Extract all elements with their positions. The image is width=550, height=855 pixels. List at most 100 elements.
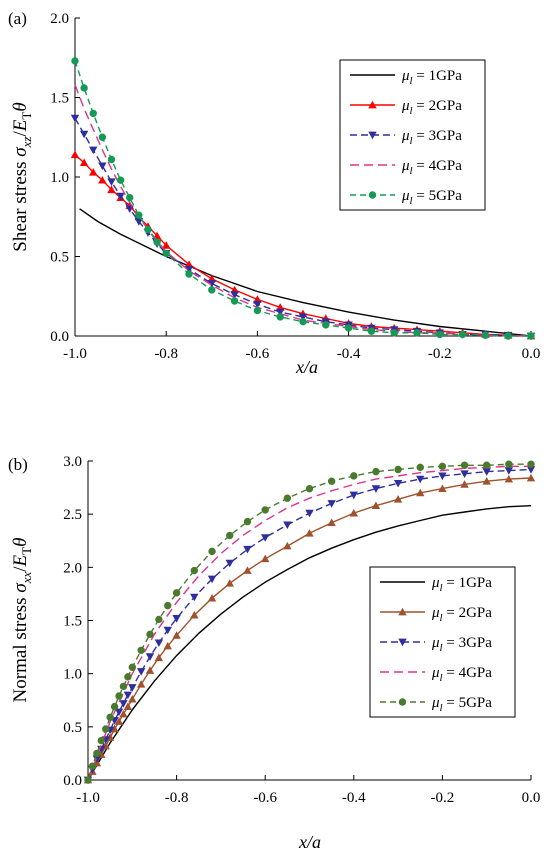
data-point [102, 725, 110, 733]
legend-marker [398, 698, 407, 706]
data-point [124, 673, 132, 681]
data-point [413, 329, 421, 337]
data-point [107, 178, 116, 186]
x-axis-label: x/a [295, 357, 318, 377]
data-point [107, 185, 116, 194]
data-point [299, 317, 307, 326]
data-point [137, 646, 145, 654]
data-point [163, 626, 172, 635]
data-point [162, 241, 171, 249]
data-point [504, 332, 512, 340]
x-tick-label: -0.6 [253, 790, 277, 806]
data-point [84, 776, 92, 784]
legend-label: μl = 1GPa [401, 68, 462, 87]
data-point [367, 327, 376, 335]
data-point [438, 472, 447, 481]
y-tick-label: 1.5 [63, 614, 82, 630]
data-point [145, 653, 155, 661]
data-point [89, 109, 97, 118]
series-line [87, 463, 531, 781]
data-point [460, 480, 469, 488]
y-tick-label: 2.0 [63, 560, 82, 576]
legend-label: μl = 4GPa [401, 158, 462, 177]
x-tick-label: -0.6 [246, 346, 270, 362]
data-point [155, 615, 163, 624]
data-point [298, 313, 308, 322]
legend-label: μl = 2GPa [401, 98, 462, 117]
x-tick-label: 0.0 [522, 790, 541, 806]
data-point [327, 477, 336, 485]
data-point [128, 663, 137, 671]
data-point [128, 694, 137, 703]
y-tick-label: 0.5 [63, 720, 82, 736]
data-point [261, 534, 270, 542]
y-tick-label: 0.0 [50, 329, 69, 345]
data-point [153, 238, 161, 246]
data-point [393, 479, 403, 488]
data-point [136, 680, 146, 688]
data-point [253, 300, 262, 309]
data-point [134, 218, 144, 226]
data-point [79, 158, 89, 167]
legend-marker [368, 131, 377, 140]
data-point [136, 668, 146, 676]
data-point [371, 501, 381, 510]
data-point [70, 150, 80, 159]
data-point [164, 601, 172, 610]
x-tick-label: -1.0 [76, 790, 100, 806]
x-tick-label: -0.4 [342, 790, 366, 806]
data-point [482, 468, 491, 476]
data-point [146, 630, 154, 639]
x-axis-label: x/a [298, 832, 321, 852]
data-point [107, 155, 116, 164]
x-tick-label: -0.8 [165, 790, 189, 806]
data-point [184, 265, 194, 274]
y-axis-label: Normal stress σxx/ETθ [10, 538, 34, 703]
data-point [110, 724, 119, 733]
data-point [460, 470, 469, 478]
data-point [526, 473, 536, 482]
data-point [327, 500, 336, 508]
data-point [89, 146, 98, 155]
data-point [93, 749, 101, 758]
legend-marker [368, 191, 377, 199]
x-tick-label: 0.0 [522, 346, 541, 362]
data-point [481, 331, 490, 339]
data-point [71, 57, 79, 65]
data-point [128, 684, 137, 692]
data-point [276, 313, 284, 321]
data-point [393, 495, 403, 503]
data-point [225, 559, 234, 568]
data-point [145, 666, 155, 674]
data-point [283, 521, 292, 529]
data-point [89, 168, 98, 176]
data-point [253, 306, 262, 315]
series-1GPa [87, 505, 532, 781]
series-line [74, 60, 531, 337]
data-point [225, 579, 234, 587]
data-point [416, 488, 425, 497]
x-tick-label: -0.2 [431, 790, 455, 806]
x-tick-label: -1.0 [63, 346, 87, 362]
panel-b: 0.0 0.5 1.0 1.5 2.0 2.5 3.0 -1.0 -0.8 -0.6 -0.4 -0.… [8, 454, 540, 852]
series-5GPa [71, 57, 535, 340]
data-point [505, 460, 513, 468]
y-tick-label: 1.5 [50, 91, 69, 107]
y-tick-label: 3.0 [63, 454, 82, 470]
data-point [119, 682, 128, 691]
legend-label: μl = 3GPa [431, 635, 492, 654]
data-point [483, 461, 491, 469]
data-point [243, 545, 252, 554]
data-point [97, 736, 105, 745]
x-tick-label: -0.8 [154, 346, 178, 362]
data-point [114, 708, 124, 717]
legend-label: μl = 3GPa [401, 128, 462, 147]
y-tick-label: 1.0 [63, 667, 82, 683]
data-point [80, 84, 88, 92]
data-point [163, 641, 172, 650]
data-point [371, 485, 381, 493]
data-point [416, 475, 425, 484]
data-point [226, 531, 234, 540]
data-point [126, 193, 134, 202]
